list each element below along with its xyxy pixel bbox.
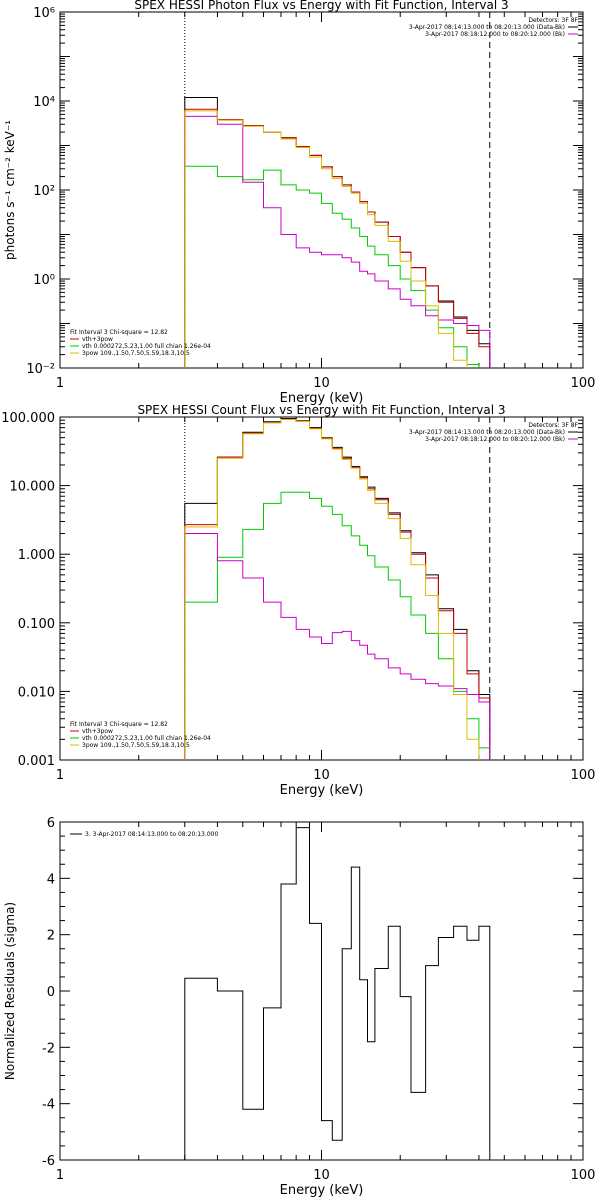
chart-panel-3: 1 10 100 -6 -4 -2 0 2 4 6 Energy (keV) Normalized R…	[3, 816, 595, 1198]
x-axis-label: Energy (keV)	[280, 783, 364, 798]
chart-panel-1: 1 10 100 10⁻² 10⁰ 10² 10⁴ 10⁶ SPEX HESSI Photon …	[3, 0, 596, 406]
y-axis-label: photons s⁻¹ cm⁻² keV⁻¹	[3, 120, 17, 260]
chart-panel-2: 1 10 100 0.001 0.010 0.100 1.000 10.000 100.000 S…	[1, 403, 595, 798]
data-series-line-3	[184, 165, 491, 368]
y-tick-label: 10⁻²	[26, 362, 55, 377]
y-tick-label: 0.010	[18, 685, 55, 700]
y-tick-label: 10⁴	[33, 95, 55, 110]
chart-title: SPEX HESSI Photon Flux vs Energy with Fi…	[134, 0, 508, 12]
y-tick-label: 2	[47, 929, 55, 944]
chart-title: SPEX HESSI Count Flux vs Energy with Fit…	[137, 403, 505, 417]
data-series-line-4	[184, 115, 491, 368]
x-tick-label: 10	[313, 376, 330, 391]
legend-fit-entry: 3pow 109.,1.50,7.50,5.59,18.3,10.5	[82, 350, 190, 357]
legend-fit-entry: 3pow 109.,1.50,7.50,5.59,18.3,10.5	[82, 742, 190, 749]
x-tick-label: 10	[313, 1168, 330, 1183]
data-series-line-2	[184, 108, 491, 368]
legend-entry: 3-Apr-2017 08:14:13.000 to 08:20:13.000 …	[409, 24, 565, 31]
legend-entry: 3-Apr-2017 08:18:12.000 to 08:20:12.000 …	[425, 31, 565, 38]
y-tick-label: -6	[42, 1154, 55, 1169]
x-tick-label: 100	[571, 768, 596, 783]
legend-detectors: Detectors: 3F 8F	[528, 422, 578, 429]
data-series-line-1	[184, 418, 491, 760]
legend-entry: 3-Apr-2017 08:14:13.000 to 08:20:13.000 …	[409, 429, 565, 436]
y-tick-label: 0.100	[18, 617, 55, 632]
y-tick-label: -2	[42, 1041, 55, 1056]
data-series-line-1	[184, 827, 491, 1160]
plot-frame	[59, 11, 584, 369]
legend-entry: 3-Apr-2017 08:18:12.000 to 08:20:12.000 …	[425, 436, 565, 443]
y-tick-label: -4	[42, 1098, 55, 1113]
data-series-line-5	[184, 419, 491, 760]
legend-fit-header: Fit Interval 3 Chi-square = 12.82	[70, 721, 168, 728]
legend-entry: 3. 3-Apr-2017 08:14:13.000 to 08:20:13.0…	[85, 831, 218, 838]
y-tick-label: 100.000	[1, 411, 55, 426]
data-series-line-4	[184, 533, 491, 760]
legend-fit-entry: vth 0.000272,5.23,1.00 full chian 1.26e-…	[82, 343, 211, 350]
x-tick-label: 100	[571, 1168, 596, 1183]
y-tick-label: 0	[47, 985, 55, 1000]
x-tick-label: 1	[56, 1168, 64, 1183]
data-series-line-3	[184, 491, 491, 760]
y-tick-label: 10⁶	[33, 6, 55, 21]
y-tick-label: 10.000	[10, 480, 56, 495]
legend-detectors: Detectors: 3F 8F	[528, 17, 578, 24]
plot-frame	[59, 416, 584, 761]
y-axis-label: Normalized Residuals (sigma)	[3, 902, 17, 1080]
y-tick-label: 6	[47, 816, 55, 831]
legend-fit-entry: vth 0.000272,5.23,1.00 full chian 1.26e-…	[82, 735, 211, 742]
legend-fit-entry: vth+3pow	[82, 728, 113, 735]
x-tick-label: 10	[313, 768, 330, 783]
data-series-line-5	[184, 110, 491, 368]
x-tick-label: 1	[56, 376, 64, 391]
y-tick-label: 4	[47, 872, 55, 887]
x-axis-label: Energy (keV)	[280, 1183, 364, 1198]
y-tick-label: 0.001	[18, 754, 55, 769]
data-series-line-2	[184, 418, 491, 760]
y-tick-label: 10⁰	[33, 273, 55, 288]
legend-fit-entry: vth+3pow	[82, 336, 113, 343]
x-axis-label: Energy (keV)	[280, 391, 364, 406]
x-tick-label: 100	[571, 376, 596, 391]
x-tick-label: 1	[56, 768, 64, 783]
y-tick-label: 10²	[33, 184, 55, 199]
legend-fit-header: Fit Interval 3 Chi-square = 12.82	[70, 329, 168, 336]
y-tick-label: 1.000	[18, 548, 55, 563]
